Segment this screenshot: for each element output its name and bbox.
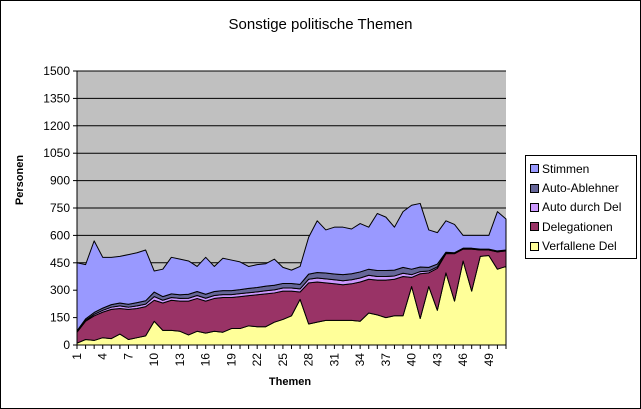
svg-text:300: 300 bbox=[50, 283, 70, 297]
svg-text:22: 22 bbox=[250, 353, 264, 367]
svg-text:43: 43 bbox=[430, 353, 444, 367]
svg-text:150: 150 bbox=[50, 311, 70, 325]
legend-item-auto-ablehner: Auto-Ablehner bbox=[530, 178, 632, 197]
legend-item-auto-durch-del: Auto durch Del bbox=[530, 198, 632, 217]
svg-text:600: 600 bbox=[50, 228, 70, 242]
svg-text:25: 25 bbox=[276, 353, 290, 367]
legend-item-stimmen: Stimmen bbox=[530, 159, 632, 178]
svg-text:1500: 1500 bbox=[43, 64, 70, 78]
svg-text:40: 40 bbox=[405, 353, 419, 367]
legend-swatch-icon bbox=[530, 222, 539, 232]
y-axis: 0 150 300 450 600 750 900 1050 1200 1350 1500 bbox=[43, 64, 78, 352]
svg-text:4: 4 bbox=[96, 353, 110, 360]
area-stimmen bbox=[76, 202, 507, 332]
svg-text:10: 10 bbox=[147, 353, 161, 367]
legend-item-verfallene-del: Verfallene Del bbox=[530, 237, 632, 256]
svg-text:34: 34 bbox=[353, 353, 367, 367]
svg-text:1350: 1350 bbox=[43, 91, 70, 105]
legend-item-delegationen: Delegationen bbox=[530, 217, 632, 236]
svg-text:1050: 1050 bbox=[43, 146, 70, 160]
x-axis: 1 4 7 10 13 16 19 22 25 28 31 34 37 40 43 46 49 bbox=[70, 344, 507, 367]
svg-text:1200: 1200 bbox=[43, 119, 70, 133]
legend-swatch-icon bbox=[530, 241, 539, 251]
svg-text:31: 31 bbox=[327, 353, 341, 367]
svg-text:0: 0 bbox=[63, 338, 70, 352]
x-axis-label: Themen bbox=[268, 376, 312, 388]
legend: Stimmen Auto-Ablehner Auto durch Del Del… bbox=[525, 155, 637, 259]
svg-text:49: 49 bbox=[482, 353, 496, 367]
svg-text:28: 28 bbox=[302, 353, 316, 367]
legend-swatch-icon bbox=[530, 202, 539, 212]
svg-text:750: 750 bbox=[50, 201, 70, 215]
svg-text:16: 16 bbox=[199, 353, 213, 367]
svg-text:1: 1 bbox=[70, 353, 84, 360]
svg-text:46: 46 bbox=[456, 353, 470, 367]
svg-text:450: 450 bbox=[50, 256, 70, 270]
svg-text:900: 900 bbox=[50, 174, 70, 188]
svg-text:37: 37 bbox=[379, 353, 393, 367]
legend-swatch-icon bbox=[530, 183, 539, 193]
svg-text:13: 13 bbox=[173, 353, 187, 367]
chart-title: Sonstige politische Themen bbox=[228, 16, 413, 33]
svg-text:7: 7 bbox=[121, 353, 135, 360]
legend-swatch-icon bbox=[530, 164, 539, 174]
svg-text:19: 19 bbox=[224, 353, 238, 367]
